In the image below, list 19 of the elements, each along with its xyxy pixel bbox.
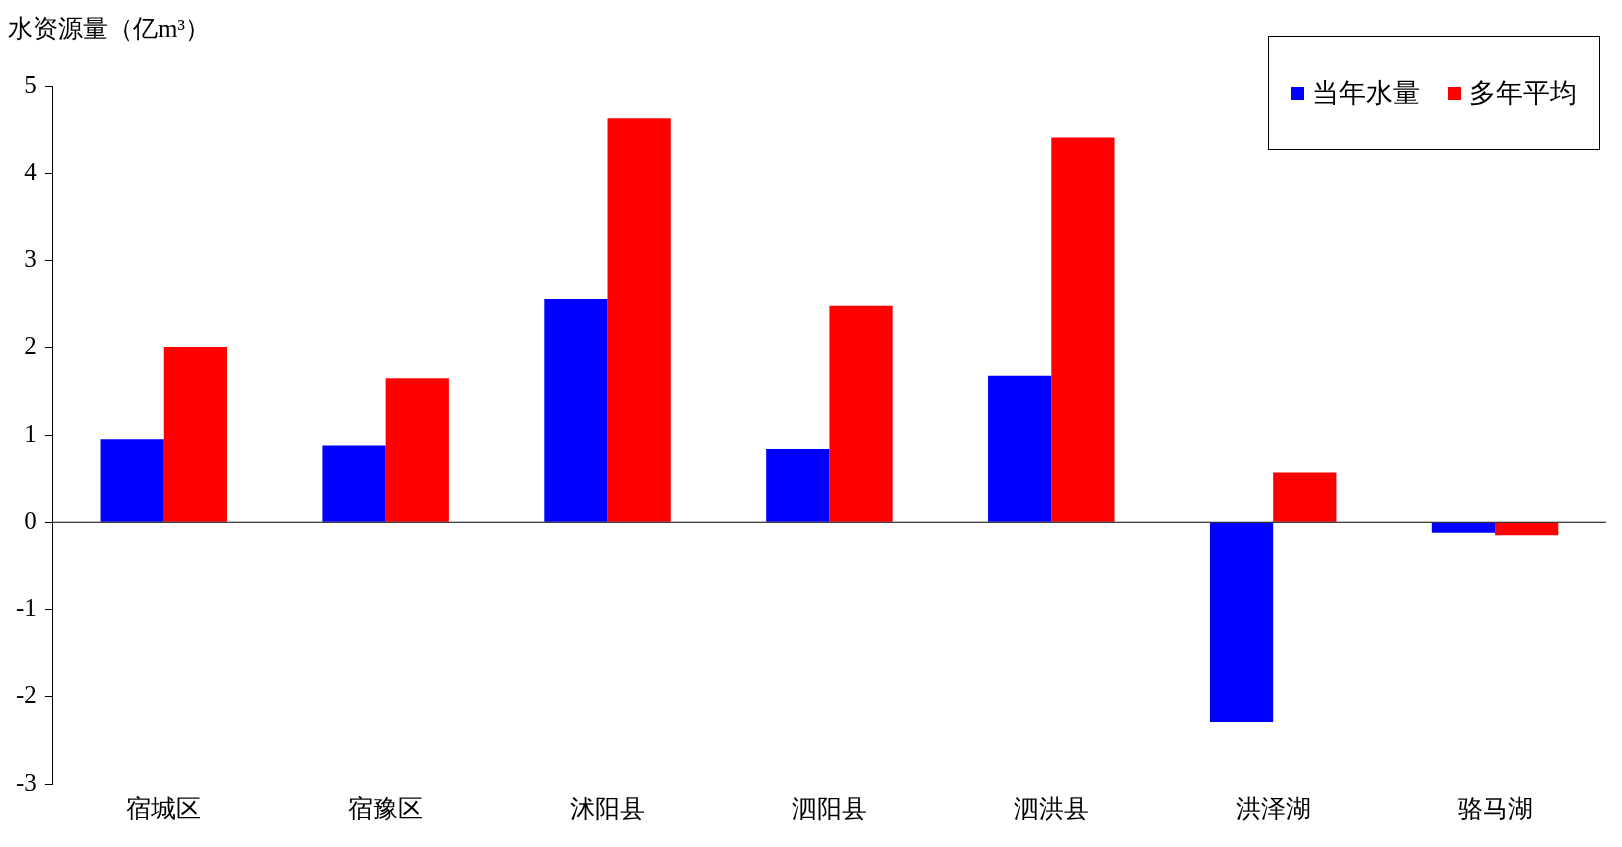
y-axis-title: 水资源量（亿m³） [8,14,210,44]
y-tick-label: 4 [24,157,38,185]
y-tick-label: 5 [24,70,37,98]
x-tick-label: 泗洪县 [1013,794,1089,822]
x-tick-label: 骆马湖 [1457,794,1533,822]
y-tick-label: 2 [24,332,37,360]
legend-label: 多年平均 [1469,77,1577,110]
y-tick-label: -1 [16,594,37,622]
x-tick-label: 洪泽湖 [1235,794,1311,822]
y-tick-label: -2 [16,681,37,709]
x-tick-label: 沭阳县 [570,794,646,822]
x-tick-label: 宿豫区 [348,794,424,822]
y-tick-label: 1 [24,419,37,447]
y-tick-label: 0 [24,506,37,534]
y-tick-label: 3 [24,245,37,273]
legend-label: 当年水量 [1312,77,1420,110]
x-tick-label: 泗阳县 [791,794,867,822]
x-tick-label: 宿城区 [126,794,202,822]
y-tick-label: -3 [16,768,37,796]
